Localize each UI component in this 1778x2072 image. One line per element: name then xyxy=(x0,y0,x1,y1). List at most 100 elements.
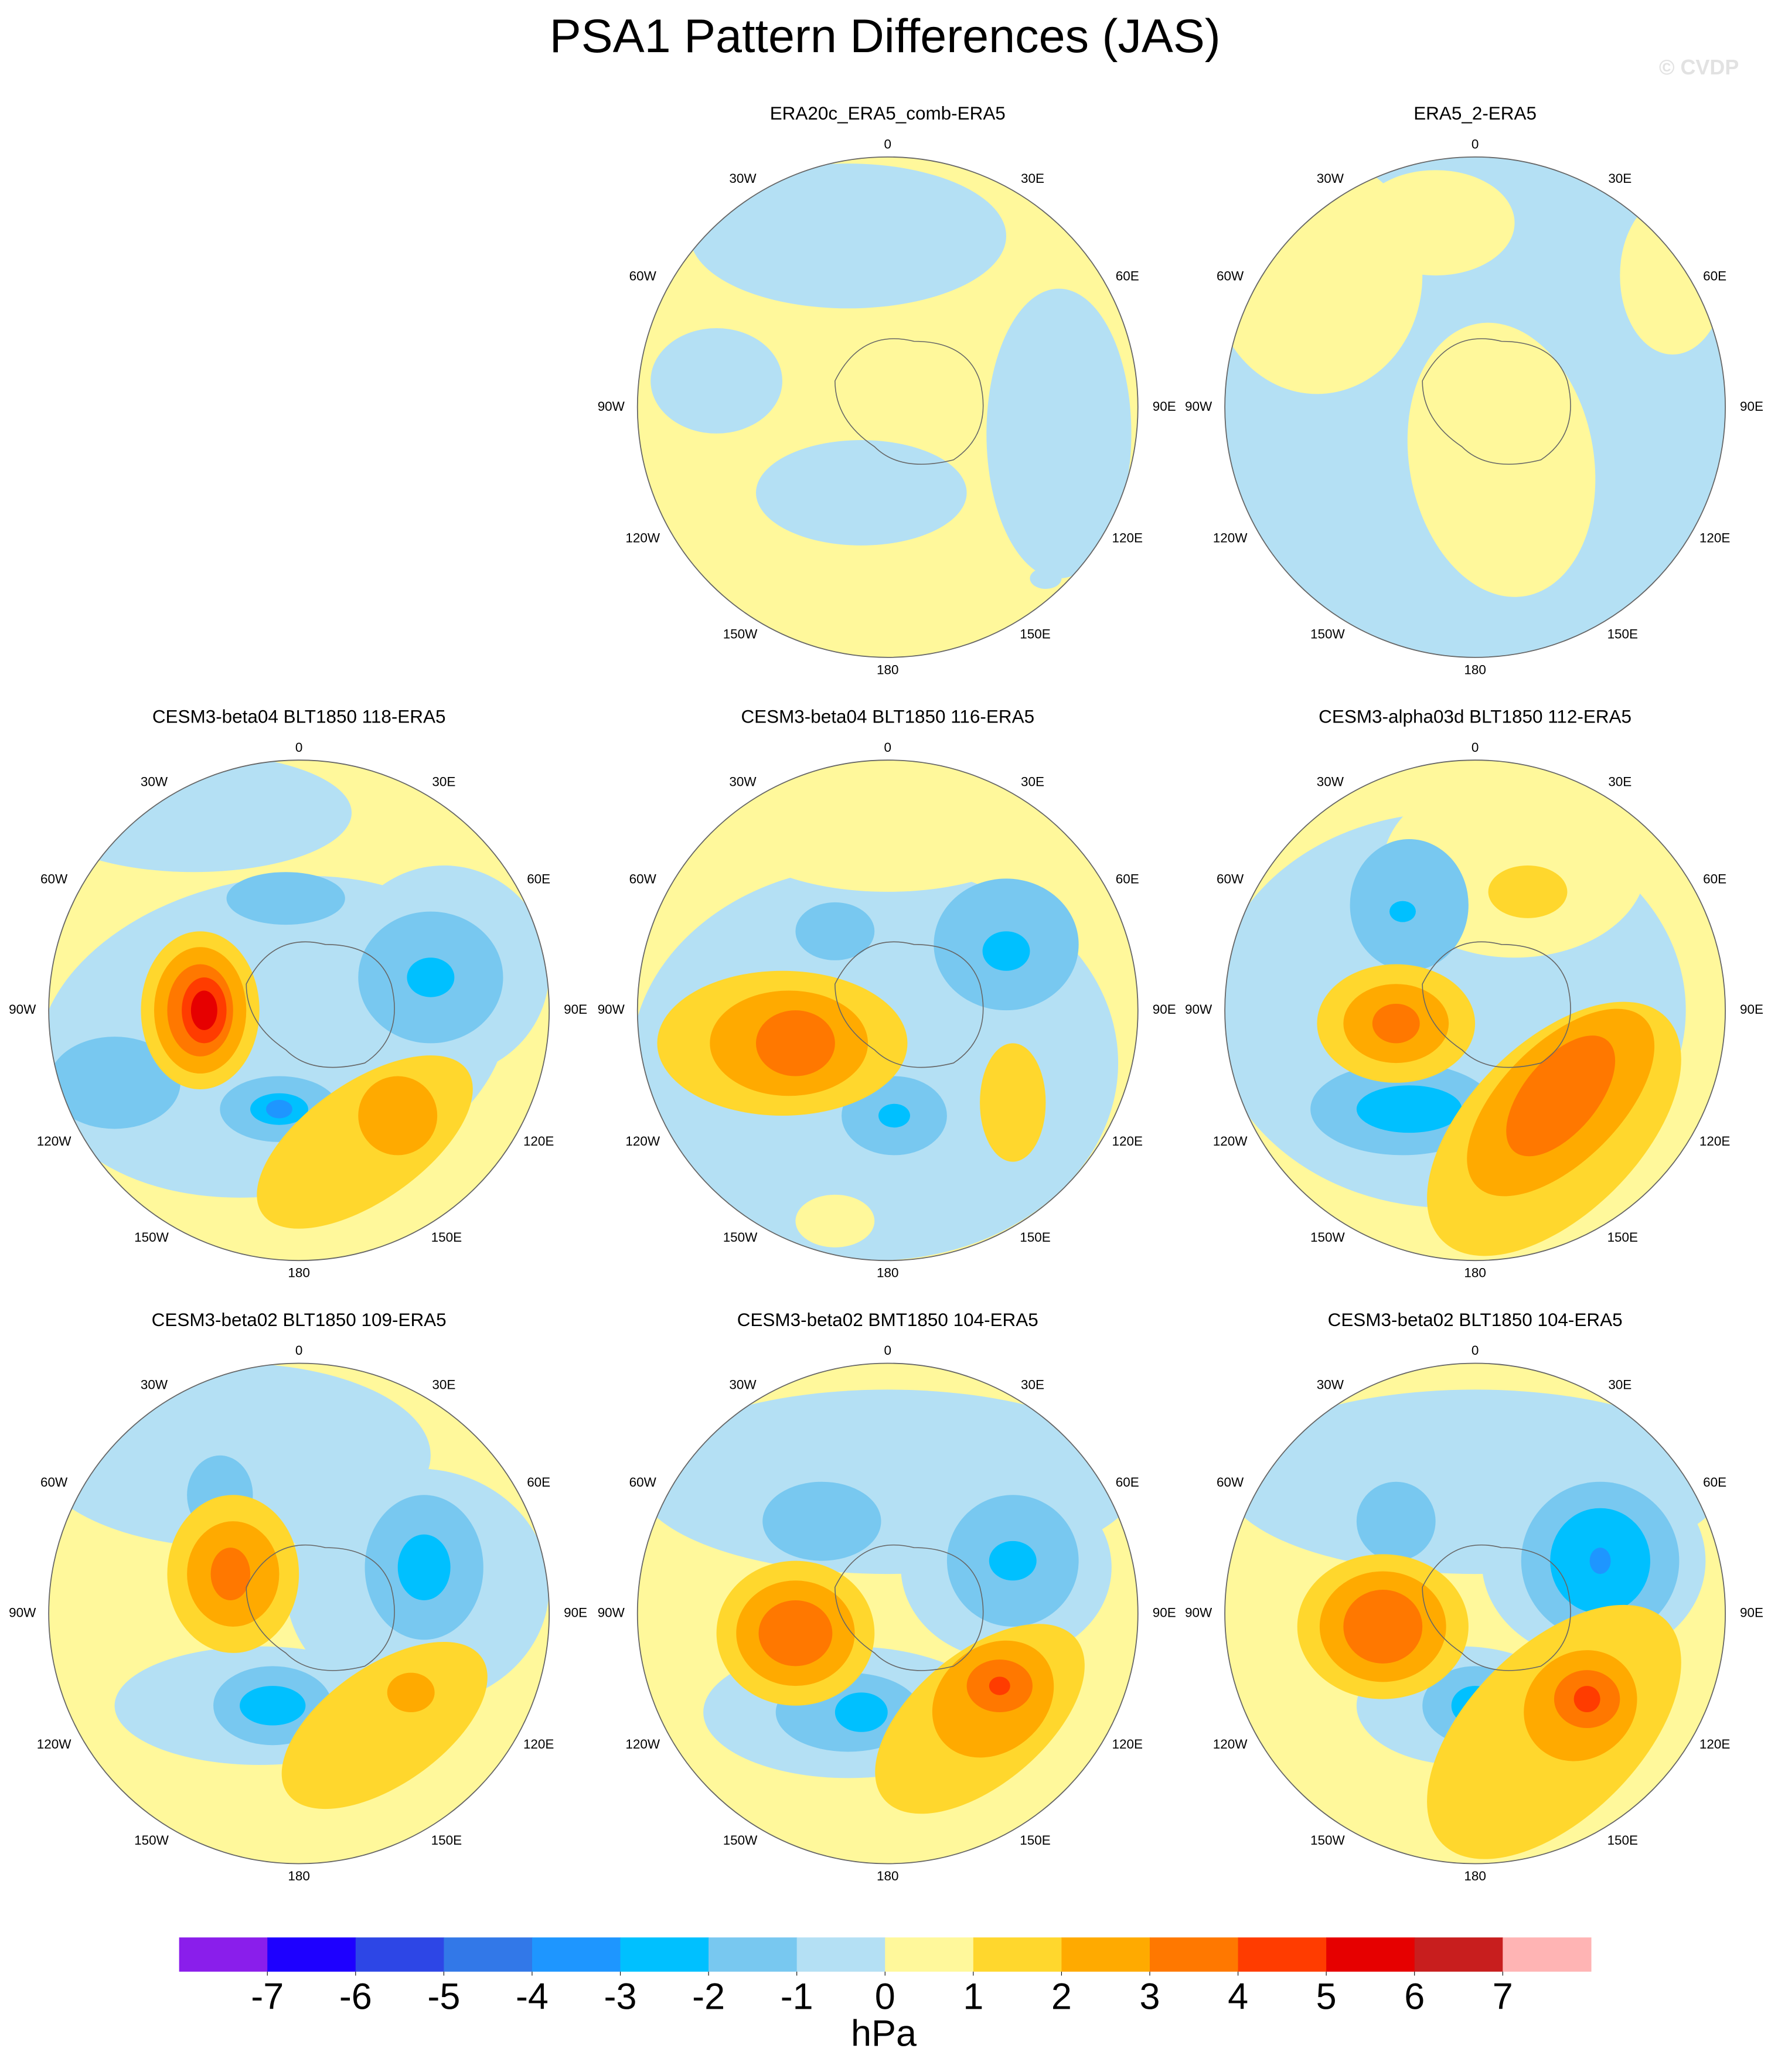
map-border xyxy=(636,156,1139,658)
map-border xyxy=(636,1362,1139,1865)
colorbar-tick-label: 2 xyxy=(1051,1976,1072,2018)
contour-region xyxy=(1356,1085,1462,1133)
longitude-label: 0 xyxy=(884,1343,892,1358)
longitude-label: 150W xyxy=(723,1833,758,1848)
longitude-label: 90W xyxy=(1185,399,1212,414)
panel-title: CESM3-alpha03d BLT1850 112-ERA5 xyxy=(1319,707,1631,727)
colorbar-box xyxy=(444,1937,533,1972)
colorbar-box xyxy=(1503,1937,1592,1972)
map xyxy=(1225,156,1726,657)
colorbar-box xyxy=(1414,1937,1503,1972)
longitude-label: 60E xyxy=(1116,872,1139,887)
longitude-label: 60W xyxy=(629,1475,657,1490)
longitude-label: 150W xyxy=(1310,1230,1345,1245)
coastline xyxy=(1422,338,1571,465)
longitude-label: 30E xyxy=(432,1378,455,1392)
longitude-label: 180 xyxy=(1464,662,1486,677)
longitude-label: 30E xyxy=(1021,171,1044,186)
longitude-label: 120W xyxy=(37,1737,71,1751)
longitude-label: 60W xyxy=(1217,268,1244,283)
coastline xyxy=(834,338,984,465)
longitude-label: 90W xyxy=(1185,1605,1212,1620)
longitude-label: 150E xyxy=(431,1230,462,1245)
contour-region xyxy=(265,1099,292,1119)
map xyxy=(49,760,550,1261)
contour-region xyxy=(758,1600,833,1667)
longitude-label: 150E xyxy=(1607,627,1638,642)
longitude-label: 60W xyxy=(40,1475,68,1490)
longitude-label: 150E xyxy=(1020,1833,1050,1848)
map-border xyxy=(1224,156,1726,658)
coastline xyxy=(246,941,395,1068)
contour-region xyxy=(690,163,1007,309)
map xyxy=(637,760,1138,1261)
longitude-label: 150E xyxy=(1020,1230,1050,1245)
longitude-label: 150W xyxy=(723,1230,758,1245)
watermark: © CVDP xyxy=(1659,55,1739,79)
contour-region xyxy=(1356,1481,1436,1561)
longitude-label: 90W xyxy=(598,399,625,414)
map xyxy=(49,1363,550,1864)
longitude-label: 120W xyxy=(37,1134,71,1149)
contour-region xyxy=(240,1686,306,1726)
colorbar-tick-label: 0 xyxy=(875,1976,895,2018)
longitude-label: 90E xyxy=(564,1605,587,1620)
longitude-label: 30E xyxy=(1608,774,1631,789)
panel-title: CESM3-beta04 BLT1850 116-ERA5 xyxy=(741,707,1034,727)
longitude-label: 60W xyxy=(1217,872,1244,887)
colorbar-tick-label: 4 xyxy=(1228,1976,1248,2018)
longitude-label: 0 xyxy=(884,740,892,755)
longitude-label: 150E xyxy=(1607,1833,1638,1848)
coastline xyxy=(246,1544,395,1671)
contour-region xyxy=(1356,170,1515,276)
longitude-label: 90W xyxy=(9,1002,36,1017)
contour-region xyxy=(1573,1686,1600,1713)
colorbar-tick-label: -1 xyxy=(781,1976,813,2018)
colorbar-tick-label: 1 xyxy=(963,1976,983,2018)
longitude-label: 60E xyxy=(1703,268,1726,283)
longitude-label: 60W xyxy=(40,872,68,887)
longitude-label: 30E xyxy=(1021,774,1044,789)
colorbar-tick-label: -7 xyxy=(251,1976,284,2018)
panel-title: CESM3-beta02 BLT1850 104-ERA5 xyxy=(1328,1310,1623,1330)
colorbar-box xyxy=(267,1937,356,1972)
colorbar-label: hPa xyxy=(851,2013,917,2054)
map-border xyxy=(48,1362,550,1865)
longitude-label: 90E xyxy=(1153,1002,1176,1017)
colorbar-box xyxy=(620,1937,709,1972)
panel-title: CESM3-beta02 BMT1850 104-ERA5 xyxy=(737,1310,1038,1330)
longitude-label: 90E xyxy=(1740,399,1763,414)
longitude-label: 30E xyxy=(1021,1378,1044,1392)
longitude-label: 150W xyxy=(1310,627,1345,642)
longitude-label: 120W xyxy=(1213,531,1248,546)
figure-title: PSA1 Pattern Differences (JAS) xyxy=(550,10,1221,63)
longitude-label: 30W xyxy=(729,774,757,789)
longitude-label: 60E xyxy=(527,1475,550,1490)
longitude-label: 150E xyxy=(1020,627,1050,642)
longitude-label: 120W xyxy=(625,1737,660,1751)
longitude-label: 90W xyxy=(9,1605,36,1620)
longitude-label: 30W xyxy=(729,171,757,186)
contour-region xyxy=(407,957,455,997)
contour-region xyxy=(210,1548,251,1601)
contour-region xyxy=(795,902,875,960)
longitude-label: 0 xyxy=(295,1343,303,1358)
longitude-label: 60E xyxy=(527,872,550,887)
contour-region xyxy=(1589,1548,1611,1575)
colorbar-tick-label: -6 xyxy=(339,1976,372,2018)
contour-region xyxy=(980,1043,1046,1162)
longitude-label: 30W xyxy=(141,774,168,789)
colorbar-box xyxy=(1238,1937,1327,1972)
contour-region xyxy=(1407,322,1596,597)
longitude-label: 150W xyxy=(134,1230,169,1245)
contour-region xyxy=(387,1672,435,1713)
colorbar-tick-label: -2 xyxy=(692,1976,725,2018)
longitude-label: 180 xyxy=(877,1869,899,1883)
map-border xyxy=(1224,1362,1726,1865)
longitude-label: 90E xyxy=(1740,1002,1763,1017)
colorbar-tick-label: -4 xyxy=(516,1976,549,2018)
contour-region xyxy=(878,1103,910,1128)
longitude-label: 180 xyxy=(1464,1869,1486,1883)
longitude-label: 60W xyxy=(629,872,657,887)
